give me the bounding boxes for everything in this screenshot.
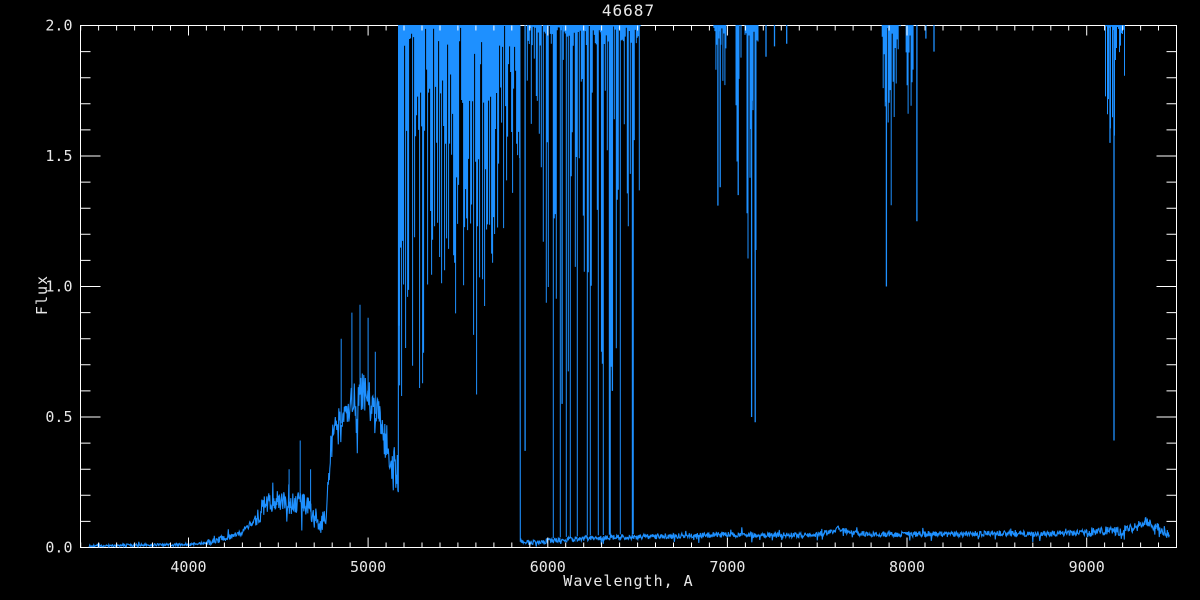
spectrum-baseline [519, 25, 1170, 547]
x-tick-label: 8000 [889, 558, 925, 576]
x-axis-label: Wavelength, A [563, 572, 694, 590]
y-tick-label: 1.5 [45, 147, 72, 165]
y-tick-label: 2.0 [45, 17, 72, 35]
y-tick-label: 1.0 [45, 278, 72, 296]
y-tick-label: 0.5 [45, 408, 72, 426]
spectrum-emission-spikes [288, 304, 376, 512]
spectrum-clipped-band [1105, 25, 1125, 136]
x-tick-label: 7000 [709, 558, 745, 576]
spectrum-clipped-band [905, 25, 914, 114]
axis-ticks [80, 25, 1177, 548]
spectrum-clipped-band [881, 25, 901, 206]
spectrum-clipped-band [542, 25, 641, 538]
x-tick-label: 5000 [350, 558, 386, 576]
y-tick-label: 0.0 [45, 539, 72, 557]
x-tick-label: 9000 [1069, 558, 1105, 576]
spectrum-clipped-band [398, 25, 521, 396]
spectrum-clipped-band [526, 25, 542, 168]
spectrum-clipped-band [713, 25, 727, 86]
x-tick-label: 4000 [170, 558, 206, 576]
spectrum-series-group [88, 25, 1170, 548]
y-axis-label: Flux [33, 274, 51, 316]
spectrum-baseline [88, 25, 400, 548]
spectrum-deep-lines [524, 25, 1115, 451]
x-tick-label: 6000 [530, 558, 566, 576]
page-title: 46687 [601, 1, 656, 20]
